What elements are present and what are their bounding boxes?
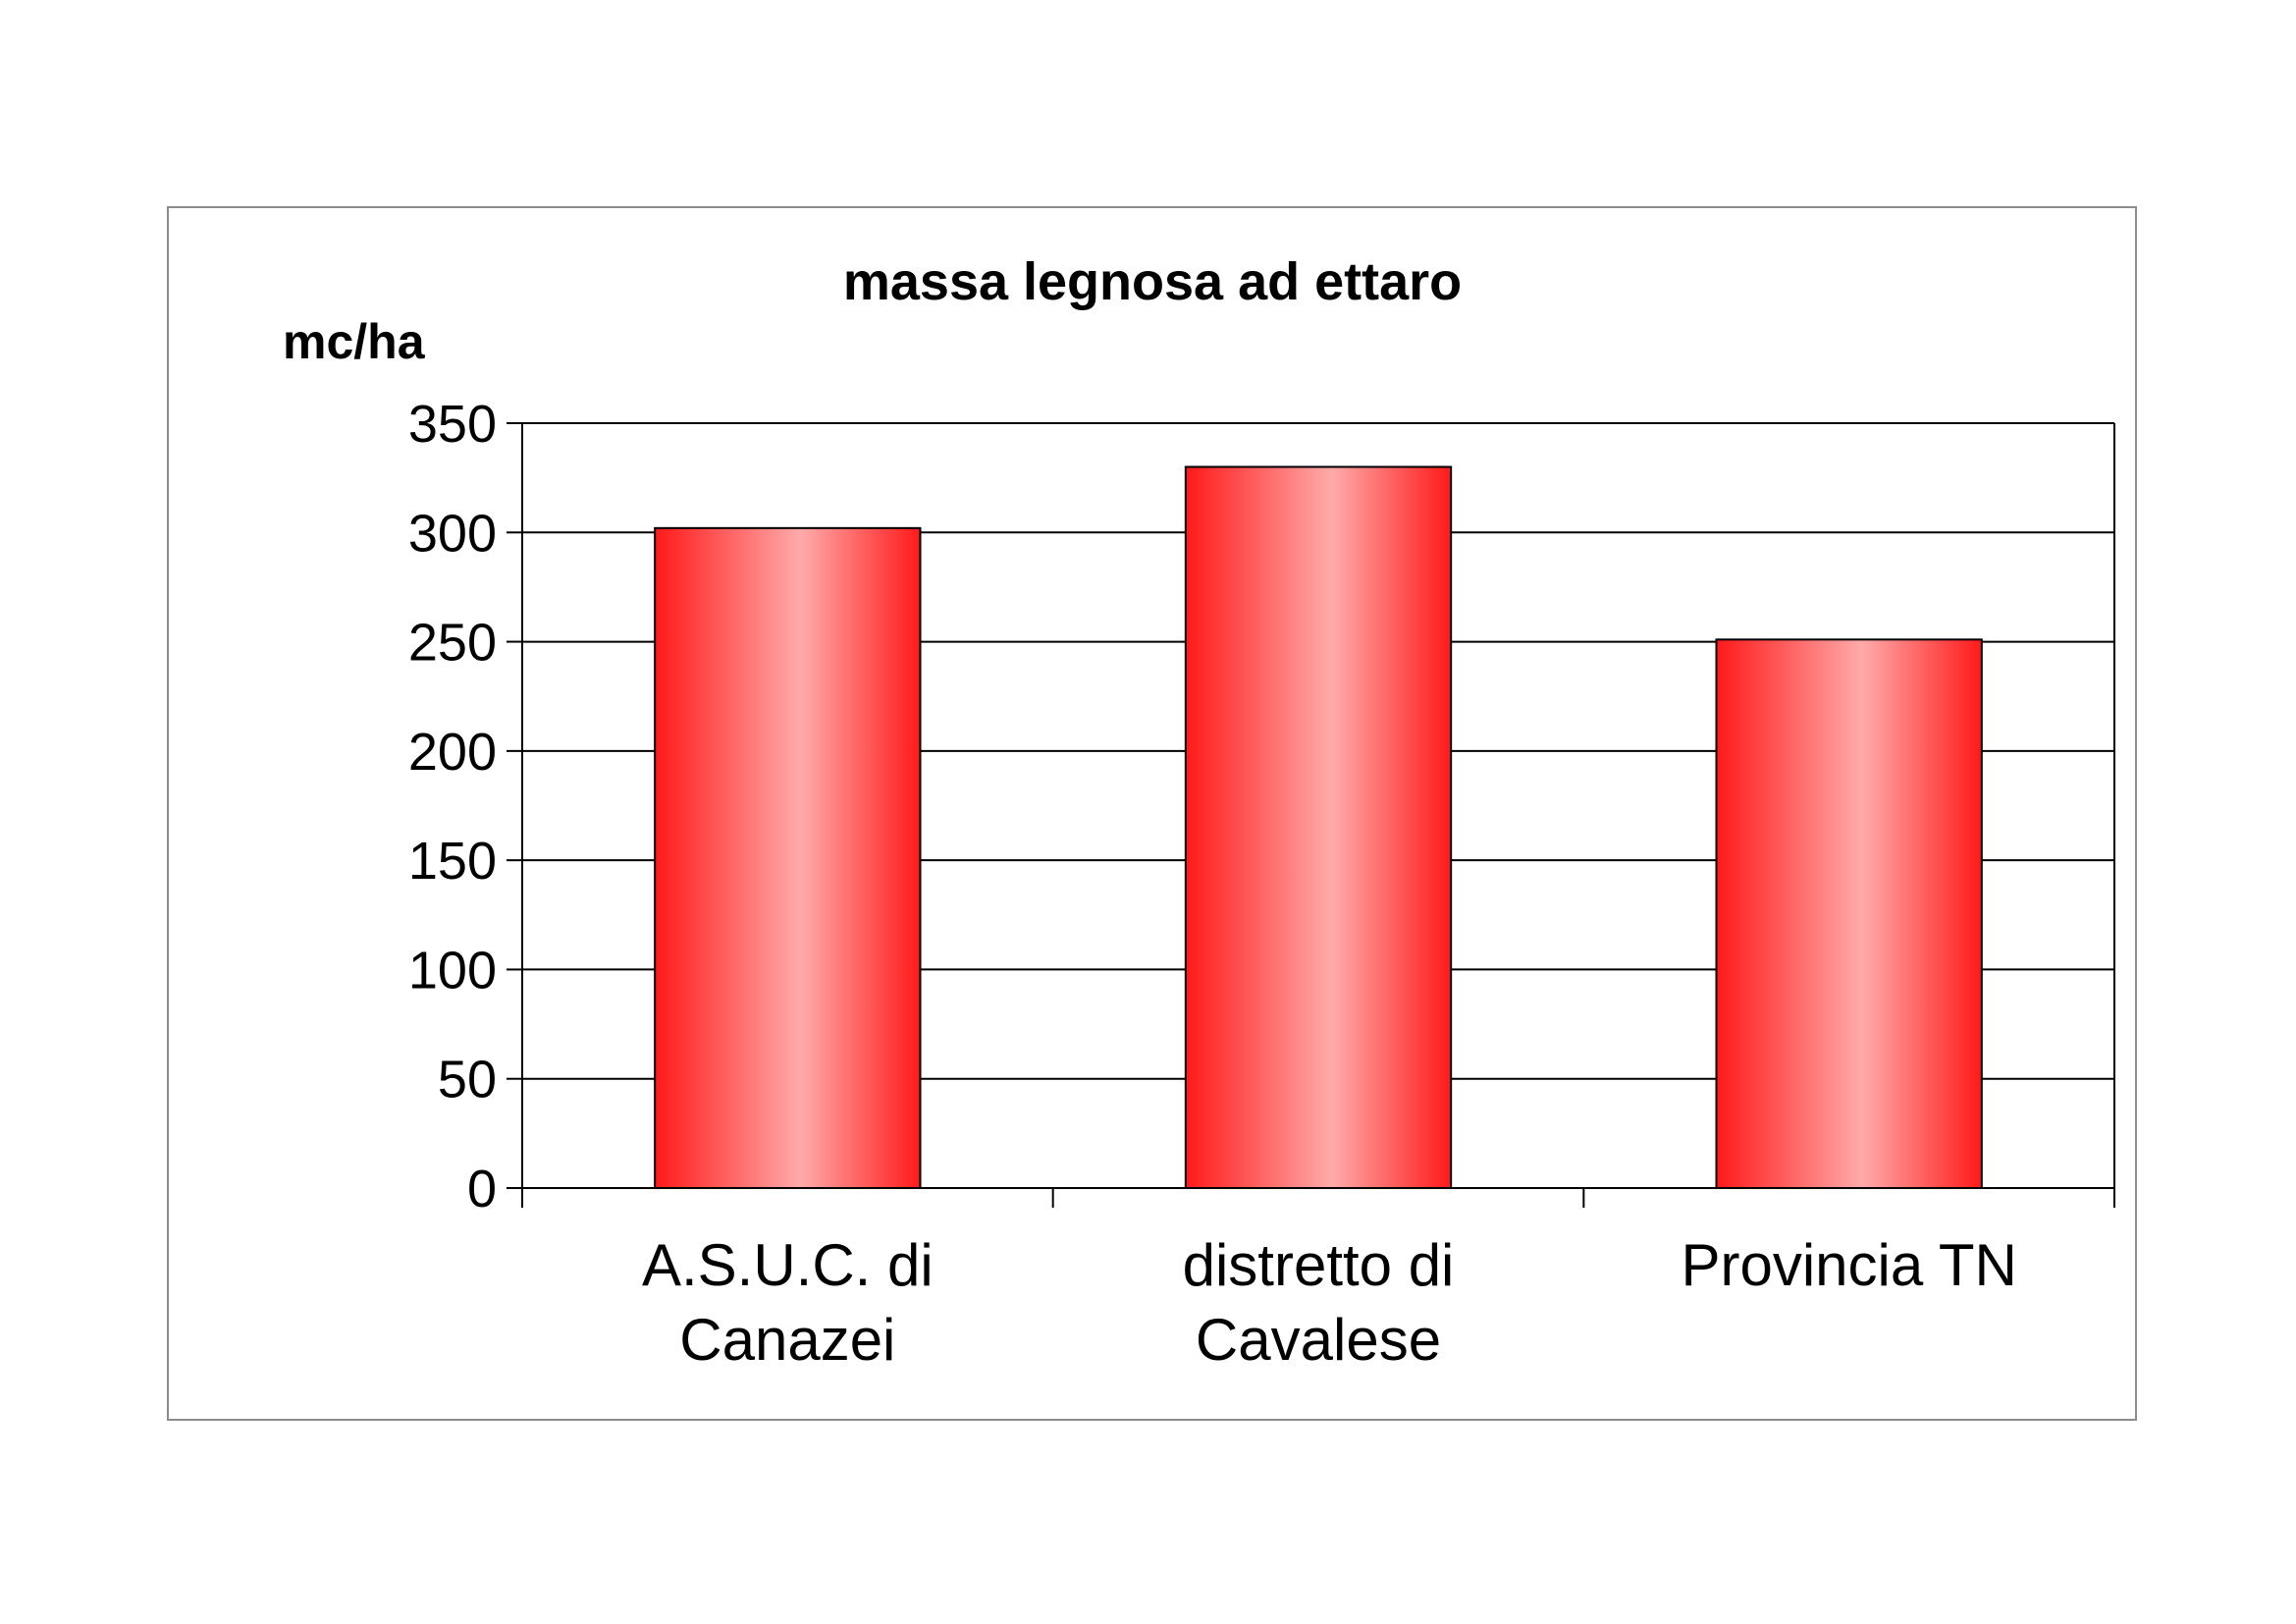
bar-chart: massa legnosa ad ettaro mc/ha 0 50 100 150 2… [283,252,2115,1373]
y-tick-label: 350 [408,395,497,454]
y-tick-label: 300 [408,504,497,563]
y-axis-label: mc/ha [283,314,426,369]
y-tick-label: 0 [467,1160,497,1218]
chart-title: massa legnosa ad ettaro [843,252,1462,311]
chart-frame: massa legnosa ad ettaro mc/ha 0 50 100 150 2… [167,206,2137,1421]
y-tick-labels: 0 50 100 150 200 250 300 350 [408,395,497,1218]
y-tick-label: 150 [408,832,497,891]
x-category-label: distretto di [1183,1232,1455,1298]
x-category-labels: A.S.U.C. di Canazei distretto di Cavalese Pr… [642,1232,2017,1373]
bar [1184,465,1453,1189]
y-tick-label: 50 [438,1051,497,1110]
x-category-label: Canazei [679,1307,895,1373]
y-tick-label: 100 [408,941,497,1000]
bar [1715,638,1983,1189]
y-tick-label: 200 [408,723,497,782]
y-tick-label: 250 [408,614,497,673]
axes [507,422,2115,1208]
x-category-label: Provincia TN [1681,1232,2016,1298]
bars [654,465,1983,1189]
bar [654,526,922,1189]
x-category-label: A.S.U.C. di [642,1232,934,1298]
x-category-label: Cavalese [1196,1307,1441,1373]
